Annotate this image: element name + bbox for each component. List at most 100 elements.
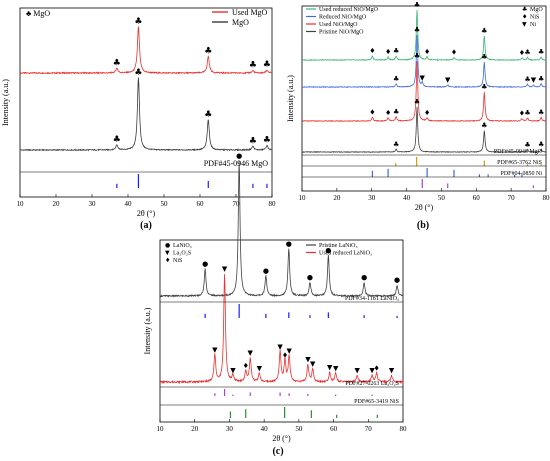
peak-marker-c: ● — [394, 276, 400, 284]
x-tick-label-b: 10 — [299, 194, 307, 202]
peak-marker-a: ♣ — [249, 136, 257, 146]
peak-marker-a: ♣ — [134, 17, 142, 27]
peak-marker-b: ♦ — [424, 109, 430, 117]
peak-marker-c: ♦ — [373, 364, 379, 372]
marker-legend-label-b: MgO — [530, 7, 543, 13]
peak-marker-b: ♣ — [524, 141, 530, 149]
x-tick-label-b: 40 — [403, 194, 411, 202]
peak-marker-b: ♣ — [538, 48, 544, 56]
series-line-b-0 — [301, 10, 547, 62]
x-tick-label-c: 10 — [157, 425, 165, 433]
reference-label-c: PDF#65-3419 NiS — [354, 399, 399, 405]
peak-marker-b: ♣ — [524, 75, 530, 83]
peak-marker-c: ● — [236, 152, 242, 160]
marker-legend-label-b: NiS — [530, 15, 539, 21]
panel-label-c: (c) — [272, 446, 283, 457]
x-tick-label-c: 60 — [330, 425, 338, 433]
reference-label-b: PDF#04-0850 Ni — [500, 171, 542, 177]
x-tick-label-c: 40 — [261, 425, 269, 433]
peak-marker-b: ▼ — [531, 76, 537, 84]
peak-marker-c: ● — [325, 247, 331, 255]
peak-marker-c: ● — [307, 274, 313, 282]
x-tick-label-b: 70 — [508, 194, 516, 202]
peak-marker-a: ♣ — [249, 61, 257, 71]
panel-label-a: (a) — [140, 220, 152, 231]
peak-marker-b: ♣ — [414, 52, 420, 60]
x-tick-label-b: 80 — [543, 194, 550, 202]
peak-marker-b: ♣ — [481, 27, 487, 35]
x-axis-label-b: 2θ (°) — [415, 203, 434, 212]
legend-label-b: Used NiO/MgO — [319, 22, 358, 28]
peak-marker-b: ♦ — [451, 49, 457, 57]
peak-marker-c: ▼ — [230, 367, 236, 375]
marker-legend-symbol-b: ♦ — [522, 14, 527, 21]
peak-marker-c: ▼ — [248, 349, 254, 357]
peak-marker-a: ♣ — [204, 46, 212, 56]
peak-marker-c: ● — [361, 274, 367, 282]
x-tick-label-b: 50 — [438, 194, 446, 202]
series-line-c-0 — [159, 161, 404, 298]
peak-marker-b: ♣ — [414, 26, 420, 34]
series-line-a-1 — [19, 77, 273, 152]
peak-marker-c: ▼ — [327, 363, 333, 371]
peak-marker-b: ♦ — [519, 110, 525, 118]
peak-marker-c: ▼ — [277, 343, 283, 351]
peak-marker-b: ♣ — [538, 75, 544, 83]
marker-legend-label-c: LaNiO₃ — [173, 243, 192, 249]
x-tick-label-b: 30 — [368, 194, 376, 202]
peak-marker-c: ♦ — [282, 351, 288, 359]
legend-label-c: Used reduced LaNiO₃ — [319, 251, 372, 257]
x-tick-label-a: 40 — [125, 200, 133, 208]
plot-frame-b — [301, 5, 547, 192]
x-tick-label-c: 50 — [295, 425, 303, 433]
series-line-a-0 — [19, 26, 273, 75]
peak-marker-b: ♣ — [481, 121, 487, 129]
peak-marker-c: ♦ — [243, 362, 249, 370]
peak-marker-c: ● — [202, 260, 208, 268]
x-tick-label-c: 70 — [365, 425, 373, 433]
legend-label-c: Pristine LaNiO₃ — [319, 243, 358, 249]
peak-marker-b: ♦ — [385, 109, 391, 117]
marker-legend-symbol-c: ▼ — [165, 250, 170, 257]
y-axis-label-b: Intensity (a.u.) — [286, 75, 295, 122]
marker-legend-label-c: La₂O₂S — [173, 251, 191, 257]
marker-legend-symbol-c: ♦ — [165, 257, 170, 264]
reference-label-a: PDF#45-0946 MgO — [204, 159, 268, 168]
x-tick-label-c: 20 — [191, 425, 199, 433]
peak-marker-c: ● — [263, 267, 269, 275]
peak-marker-a: ♣ — [263, 136, 271, 146]
peak-marker-c: ▼ — [222, 265, 228, 273]
peak-marker-c: ▼ — [354, 367, 360, 375]
peak-marker-b: ♣ — [524, 49, 530, 57]
plot-frame-c — [159, 239, 404, 423]
peak-marker-b: ♣ — [481, 83, 487, 91]
peak-marker-c: ▼ — [333, 364, 339, 372]
peak-marker-b: ♣ — [524, 109, 530, 117]
reference-label-c: PDF#27-0263 La₂O₂S — [345, 381, 399, 387]
peak-marker-b: ♣ — [414, 1, 420, 9]
peak-marker-b: ▼ — [420, 74, 426, 82]
reference-label-c: PDF#34-1181 LaNiO₃ — [345, 296, 399, 302]
x-tick-label-a: 80 — [269, 200, 277, 208]
peak-marker-b: ♦ — [424, 48, 430, 56]
legend-label-a: Used MgO — [232, 8, 268, 17]
series-line-c-1 — [159, 274, 404, 385]
marker-legend-symbol-b: ▼ — [522, 21, 527, 28]
marker-legend-label-b: Ni — [530, 22, 536, 28]
peak-marker-b: ♦ — [385, 48, 391, 56]
legend-label-a: MgO — [232, 18, 249, 27]
x-tick-label-a: 60 — [197, 200, 205, 208]
peak-marker-c: ▼ — [305, 356, 311, 364]
peak-marker-a: ♣ — [134, 68, 142, 78]
x-tick-label-b: 20 — [333, 194, 341, 202]
x-tick-label-c: 30 — [226, 425, 234, 433]
panel-label-b: (b) — [417, 220, 429, 231]
legend-label-b: Used reduced NiO/MgO — [319, 7, 379, 13]
peak-marker-c: ▼ — [310, 360, 316, 368]
reference-label-b: PDF#65-3762 NiS — [497, 160, 542, 166]
peak-marker-a: ♣ — [204, 110, 212, 120]
marker-legend-a: ♣ MgO — [26, 9, 50, 18]
x-axis-label-c: 2θ (°) — [272, 434, 291, 443]
x-tick-label-a: 10 — [17, 200, 25, 208]
